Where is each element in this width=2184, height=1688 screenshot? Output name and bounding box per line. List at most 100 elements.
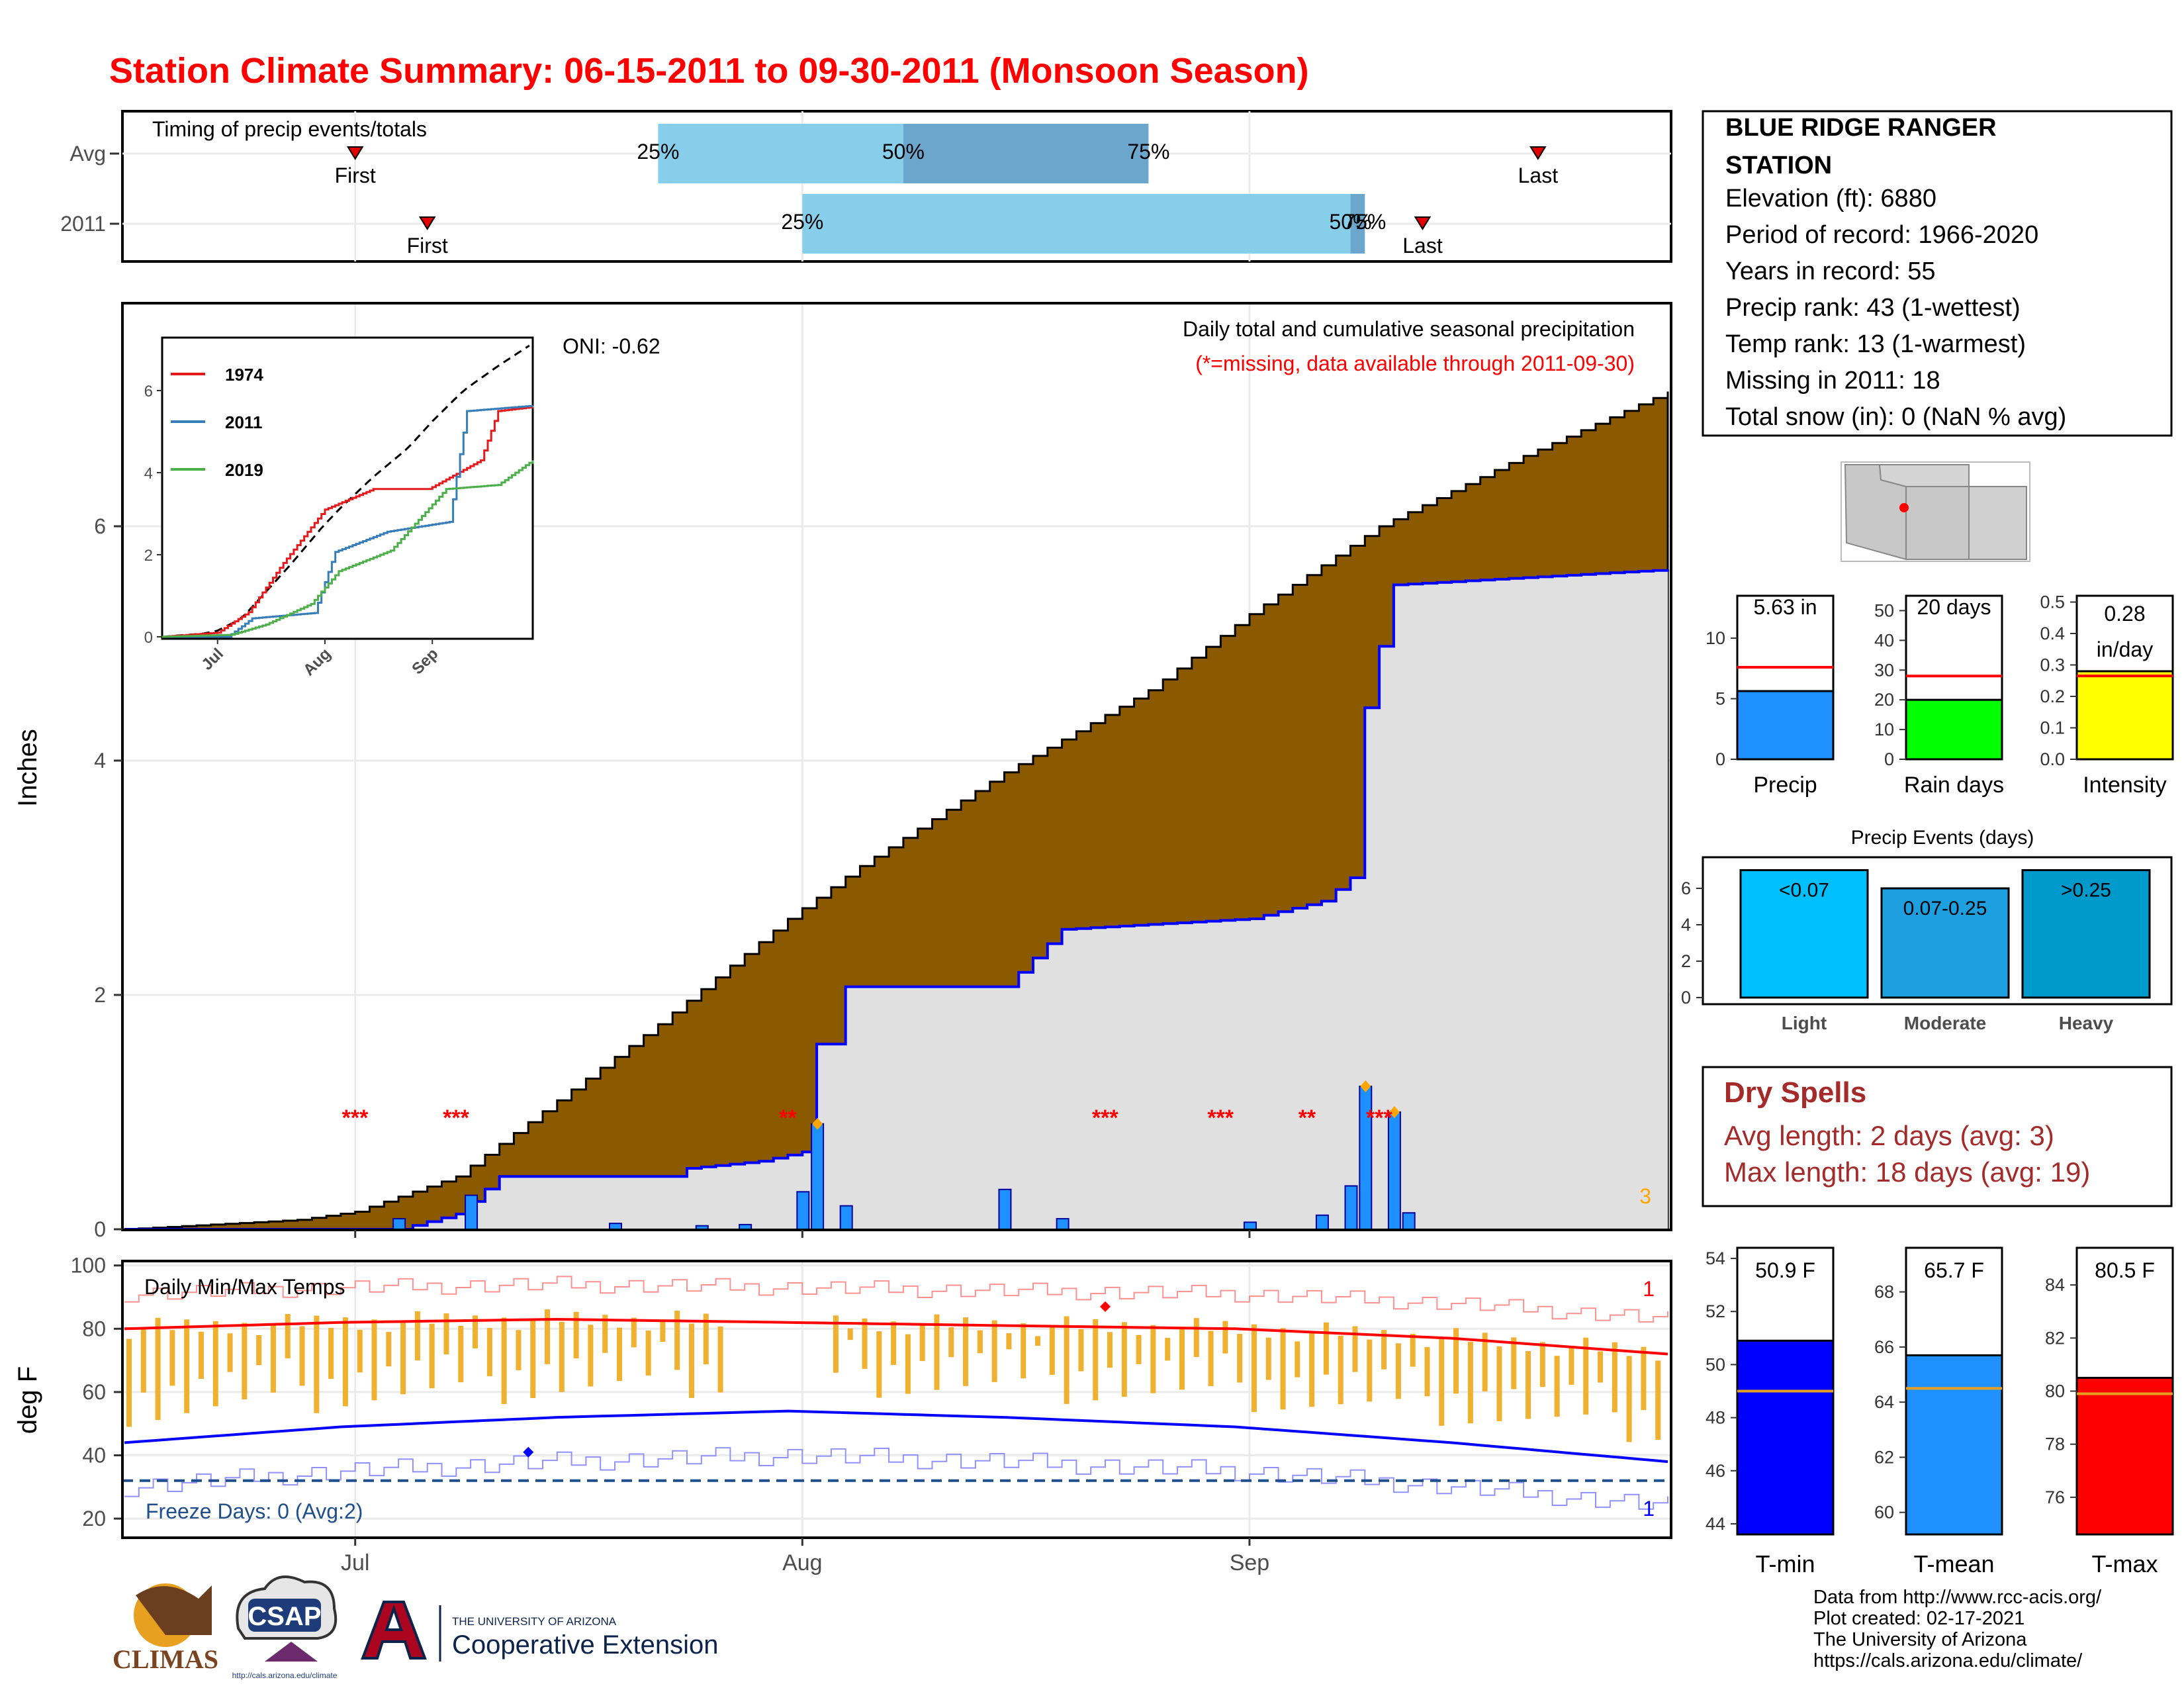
daily-temp-range	[1165, 1338, 1171, 1361]
summary-tick-label: 20	[1874, 690, 1894, 710]
daily-temp-range	[1482, 1333, 1488, 1391]
daily-temp-range	[328, 1328, 334, 1379]
dry-spells-max: Max length: 18 days (avg: 19)	[1724, 1156, 2090, 1188]
daily-temp-range	[602, 1315, 608, 1353]
inset-y-tick: 2	[144, 547, 153, 565]
precip-panel-border	[121, 302, 1672, 1231]
temp-y-tick: 40	[82, 1444, 106, 1468]
event-marker	[418, 216, 436, 230]
daily-precip-bar	[1315, 1214, 1329, 1231]
station-name-2: STATION	[1725, 152, 1832, 179]
daily-temp-range	[1583, 1337, 1589, 1415]
summary-tick-label: 0.0	[2040, 749, 2065, 769]
daily-temp-range	[371, 1319, 377, 1401]
daily-temp-range	[891, 1321, 897, 1365]
event-bar-label: 0.07-0.25	[1903, 898, 1987, 919]
summary-bar	[1905, 698, 2003, 761]
temp-bar-label: T-mean	[1913, 1550, 1994, 1577]
daily-precip-bar	[609, 1223, 623, 1231]
ua-unit: Cooperative Extension	[452, 1630, 718, 1660]
record-high-marker	[1100, 1301, 1111, 1312]
daily-precip-bar	[1243, 1221, 1257, 1231]
summary-tick-label: 0.1	[2040, 718, 2065, 738]
event-bar	[1739, 869, 1869, 999]
timing-pct-label: 50%	[1329, 210, 1371, 234]
y-tick-label: 2	[94, 983, 106, 1007]
daily-temp-range	[227, 1333, 233, 1372]
daily-temp-range	[270, 1324, 276, 1393]
summary-tick-label: 30	[1874, 660, 1894, 680]
daily-temp-range	[1367, 1339, 1373, 1402]
event-category-label: Heavy	[2059, 1013, 2114, 1033]
inset-y-tick: 4	[144, 465, 153, 483]
station-info-line: Temp rank: 13 (1-warmest)	[1725, 330, 2026, 358]
daily-temp-range	[1338, 1335, 1343, 1405]
daily-temp-range	[486, 1328, 492, 1376]
daily-temp-range	[1539, 1342, 1545, 1387]
climas-logo-text: CLIMAS	[113, 1644, 218, 1674]
timing-pct-label: 75%	[1127, 140, 1169, 164]
temp-bar-label: T-min	[1756, 1550, 1815, 1577]
temp-bar-tick: 62	[1874, 1447, 1894, 1467]
temp-axis-label: deg F	[13, 1366, 42, 1434]
credit-line: Plot created: 02-17-2021	[1813, 1608, 2025, 1629]
daily-precip-bar	[1344, 1185, 1358, 1231]
daily-temp-range	[545, 1309, 551, 1364]
daily-temp-range	[1323, 1322, 1329, 1375]
dry-spells-box	[1702, 1066, 2173, 1207]
summary-value-label: 0.28	[2104, 602, 2145, 626]
summary-bar	[2075, 670, 2174, 761]
daily-precip-bar	[1402, 1212, 1416, 1230]
daily-temp-range	[1295, 1341, 1300, 1378]
dry-spells-title: Dry Spells	[1724, 1076, 1866, 1109]
daily-temp-range	[588, 1325, 594, 1387]
credit-line: https://cals.arizona.edu/climate/	[1813, 1650, 2083, 1671]
daily-temp-range	[212, 1321, 218, 1407]
y-tick-label: 6	[94, 514, 106, 538]
temp-title: Daily Min/Max Temps	[144, 1275, 345, 1299]
timing-pct-label: 25%	[637, 140, 679, 164]
daily-temp-range	[386, 1332, 392, 1367]
temp-bar-tick: 50	[1706, 1354, 1725, 1374]
station-info-box	[1702, 110, 2173, 437]
daily-temp-range	[285, 1313, 291, 1358]
summary-tick-label: 0	[1884, 749, 1894, 769]
inset-y-tick: 6	[144, 383, 153, 400]
temp-bar-value: 80.5 F	[2095, 1258, 2155, 1282]
events-tick-label: 0	[1681, 988, 1691, 1008]
timing-last-label: Last	[1518, 164, 1559, 187]
daily-temp-range	[1655, 1360, 1661, 1440]
temp-bar-tick: 52	[1706, 1301, 1725, 1321]
daily-temp-range	[198, 1331, 204, 1379]
daily-temp-range	[1121, 1322, 1127, 1397]
summary-tick-label: 0.3	[2040, 655, 2065, 675]
missing-data-mark: **	[779, 1105, 797, 1131]
daily-temp-range	[256, 1335, 262, 1366]
precip-title: Daily total and cumulative seasonal prec…	[1183, 317, 1635, 341]
daily-temp-range	[1006, 1333, 1012, 1350]
daily-temp-range	[1309, 1332, 1315, 1407]
daily-precip-bar	[811, 1123, 825, 1230]
page-title: Station Climate Summary: 06-15-2011 to 0…	[109, 51, 1309, 91]
csap-mountain-icon	[265, 1642, 318, 1662]
csap-logo-text: CSAP	[248, 1602, 321, 1631]
inset-series-line	[162, 460, 534, 638]
daily-temp-range	[1222, 1321, 1228, 1354]
daily-temp-range	[674, 1311, 680, 1370]
precip-axis-label: Inches	[13, 729, 42, 807]
daily-temp-range	[862, 1318, 868, 1369]
daily-temp-range	[342, 1317, 348, 1407]
corner-count: 3	[1639, 1184, 1651, 1208]
daily-temp-range	[991, 1320, 997, 1382]
daily-temp-range	[1179, 1328, 1185, 1390]
credit-line: Data from http://www.rcc-acis.org/	[1813, 1587, 2102, 1608]
event-bar-label: <0.07	[1779, 880, 1829, 902]
timing-bar-50-75	[1350, 194, 1365, 254]
daily-temp-range	[1511, 1337, 1517, 1389]
record-max-line	[124, 1276, 1668, 1323]
temp-bar-tick: 84	[2045, 1275, 2065, 1295]
daily-temp-range	[1352, 1326, 1358, 1372]
daily-temp-range	[617, 1327, 623, 1382]
daily-temp-range	[1093, 1319, 1099, 1401]
summary-tick-label: 0.4	[2040, 624, 2065, 643]
